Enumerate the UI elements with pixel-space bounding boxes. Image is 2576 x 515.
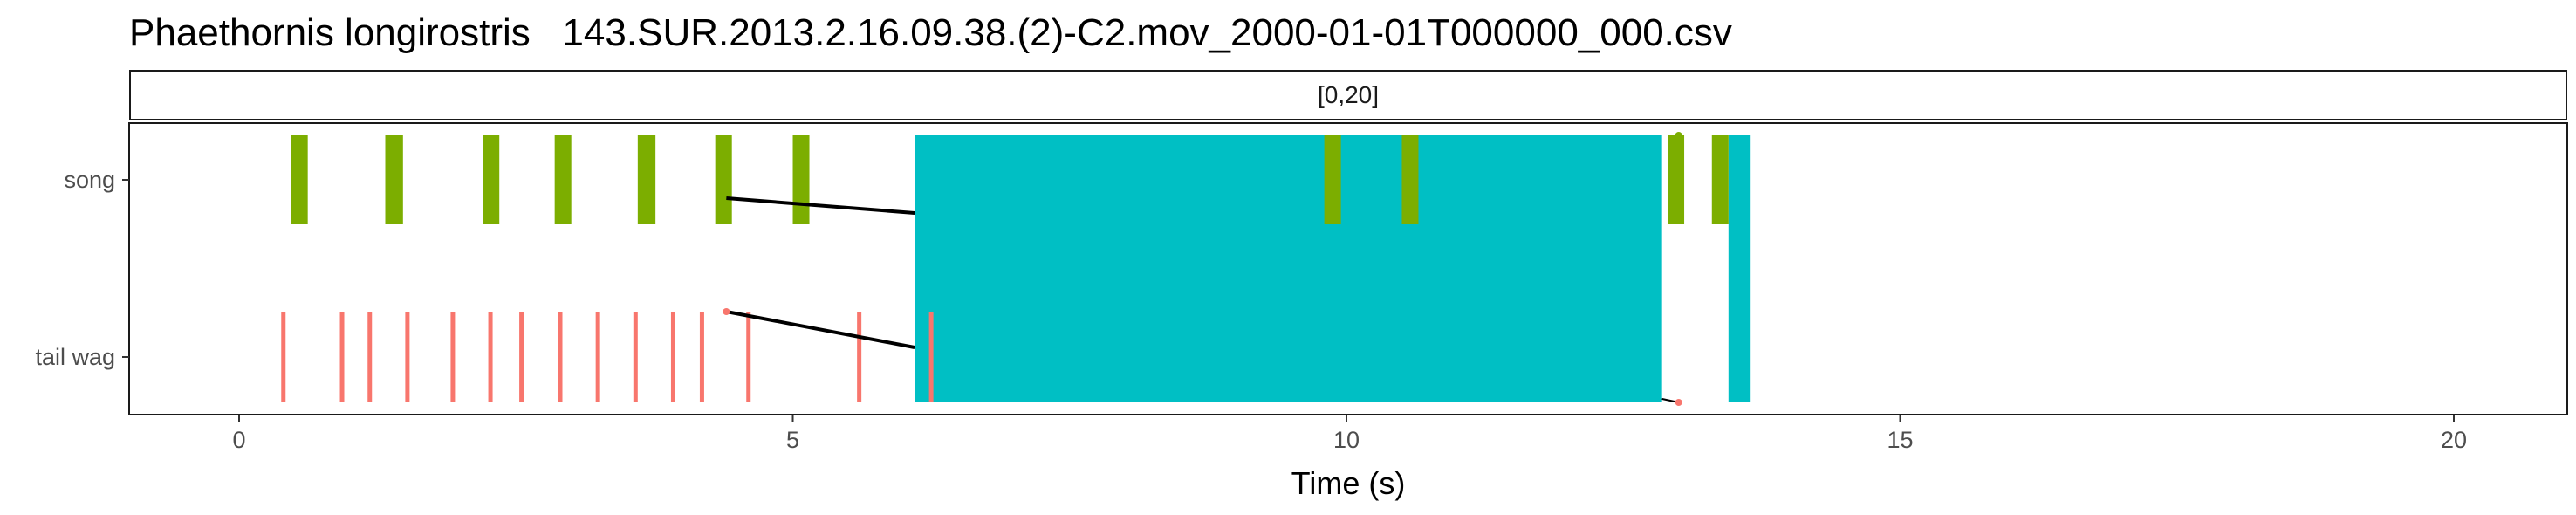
y-tick-label-0: song [64, 167, 115, 193]
link-point-top [1675, 132, 1682, 139]
song-event-6 [792, 135, 810, 224]
tail-wag-event-9 [633, 312, 638, 402]
tail-wag-event-13 [857, 312, 862, 402]
tail-wag-event-3 [405, 312, 410, 402]
overlap-block-0 [915, 135, 1662, 402]
tail-wag-event-8 [595, 312, 600, 402]
link-line-tail-wag [725, 310, 915, 349]
tail-wag-event-10 [670, 312, 675, 402]
tail-wag-event-1 [339, 312, 345, 402]
facet-strip-label: [0,20] [1317, 81, 1380, 108]
tail-wag-event-7 [558, 312, 563, 402]
plot-marks [281, 132, 1751, 406]
song-event-10 [1711, 135, 1729, 224]
song-event-0 [291, 135, 308, 224]
x-tick-label-0: 0 [232, 427, 245, 453]
song-event-5 [715, 135, 732, 224]
song-event-3 [554, 135, 572, 224]
x-tick-label-2: 10 [1333, 427, 1360, 453]
link-point-end [1675, 399, 1682, 406]
x-tick-label-3: 15 [1887, 427, 1913, 453]
y-tick-label-1: tail wag [35, 344, 115, 370]
tail-wag-event-11 [699, 312, 704, 402]
tail-wag-event-2 [367, 312, 373, 402]
x-axis-title: Time (s) [1291, 465, 1406, 501]
chart-title: Phaethornis longirostris 143.SUR.2013.2.… [129, 11, 1732, 54]
overlap-block-1 [1728, 135, 1751, 402]
plot-axes: song tail wag 0 5 10 15 20 [35, 167, 2467, 453]
tail-wag-event-4 [450, 312, 456, 402]
x-tick-label-1: 5 [786, 427, 799, 453]
song-event-7 [1324, 135, 1341, 224]
facet-strip: [0,20] [129, 70, 2567, 120]
song-event-2 [483, 135, 500, 224]
song-event-8 [1401, 135, 1419, 224]
link-line-song [726, 196, 915, 215]
song-event-4 [637, 135, 656, 224]
tail-wag-event-0 [281, 312, 286, 402]
tail-wag-event-5 [488, 312, 493, 402]
song-event-9 [1668, 135, 1685, 224]
tail-wag-event-6 [519, 312, 524, 402]
tail-wag-event-12 [746, 312, 751, 402]
song-event-1 [385, 135, 403, 224]
tail-wag-event-14 [928, 312, 934, 402]
link-point-start [723, 308, 730, 315]
x-tick-label-4: 20 [2441, 427, 2467, 453]
